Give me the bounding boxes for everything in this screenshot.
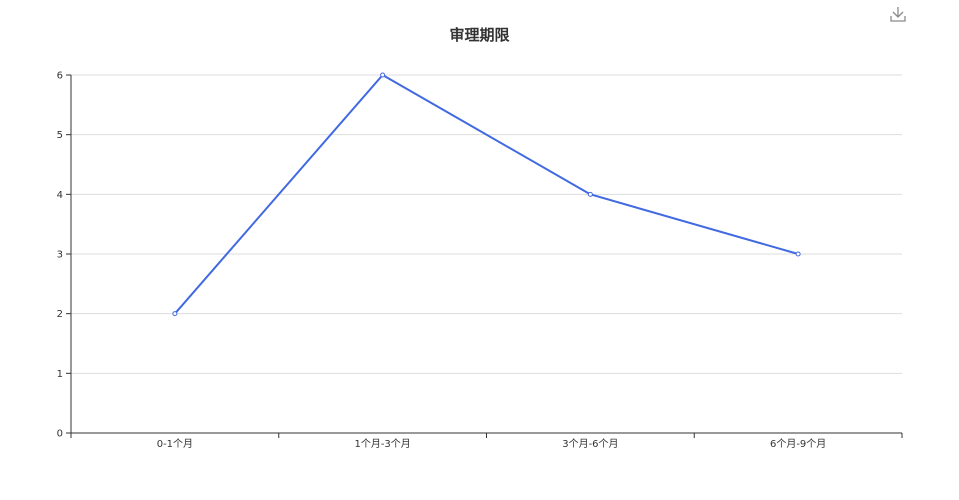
- x-tick-label: 0-1个月: [157, 438, 193, 450]
- chart-title: 审理期限: [449, 26, 510, 44]
- download-icon[interactable]: [888, 4, 908, 24]
- y-tick-label: 0: [57, 429, 63, 440]
- data-point[interactable]: [172, 311, 178, 317]
- data-point[interactable]: [380, 72, 386, 78]
- y-tick-label: 1: [57, 369, 63, 380]
- x-tick-label: 6个月-9个月: [770, 438, 826, 450]
- data-point[interactable]: [795, 251, 801, 257]
- x-tick-label: 1个月-3个月: [354, 438, 410, 450]
- x-tick-label: 3个月-6个月: [562, 438, 618, 450]
- y-tick-label: 5: [57, 130, 63, 141]
- y-tick-label: 3: [57, 250, 63, 261]
- y-tick-label: 2: [57, 309, 63, 320]
- y-tick-label: 4: [57, 190, 63, 201]
- data-point[interactable]: [587, 191, 593, 197]
- y-tick-label: 6: [57, 71, 63, 82]
- series-line: [174, 74, 799, 315]
